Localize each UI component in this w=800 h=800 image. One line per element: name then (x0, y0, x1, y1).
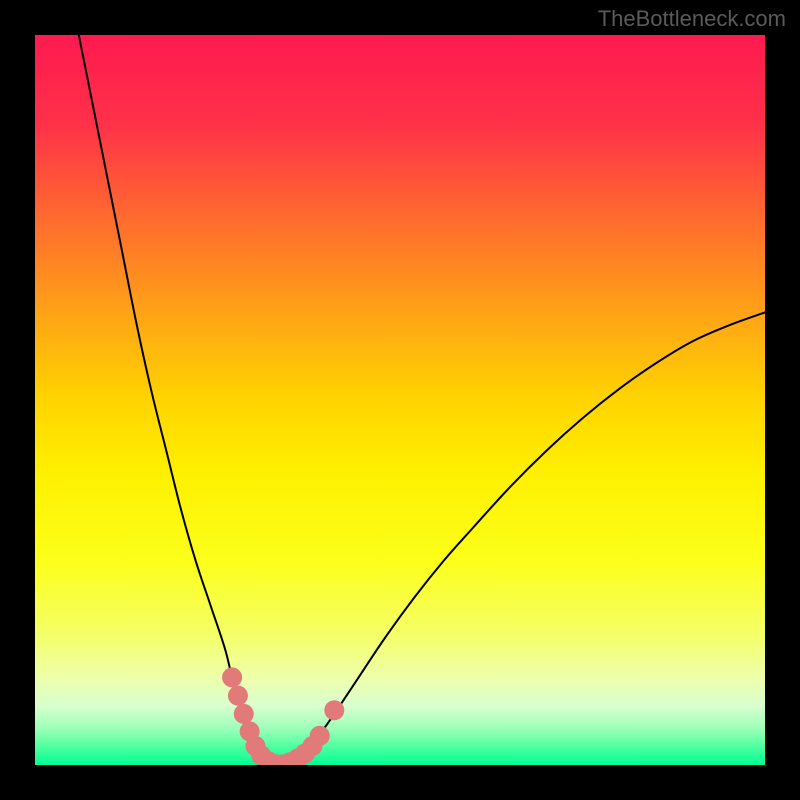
chart-plot-area (35, 35, 765, 765)
marker-dot (234, 704, 254, 724)
chart-background (35, 35, 765, 765)
marker-dot (310, 726, 330, 746)
watermark-text: TheBottleneck.com (598, 6, 786, 32)
marker-dot (222, 667, 242, 687)
chart-svg (35, 35, 765, 765)
marker-dot (228, 686, 248, 706)
marker-dot (324, 700, 344, 720)
